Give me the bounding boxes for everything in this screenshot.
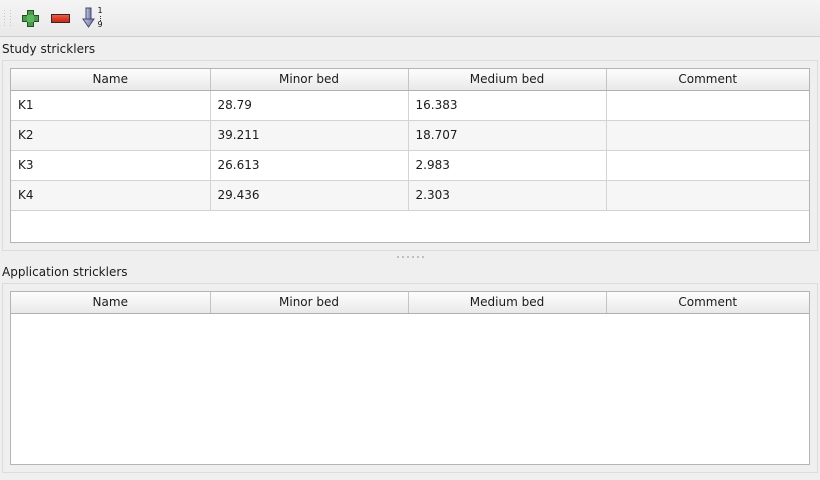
plus-icon xyxy=(21,9,39,27)
table-header-row: Name Minor bed Medium bed Comment xyxy=(11,292,809,314)
grip-dot xyxy=(4,10,11,11)
cell-medium-bed[interactable]: 16.383 xyxy=(408,90,607,121)
minus-icon xyxy=(50,13,70,23)
cell-comment[interactable] xyxy=(606,90,809,121)
grip-dot xyxy=(4,13,11,14)
cell-minor-bed[interactable]: 26.613 xyxy=(210,150,409,181)
grip-dot xyxy=(4,25,11,26)
cell-medium-bed[interactable]: 2.303 xyxy=(408,180,607,211)
column-header-name[interactable]: Name xyxy=(11,292,211,314)
splitter-dot xyxy=(421,256,424,258)
toolbar-drag-grip[interactable] xyxy=(3,6,12,30)
application-stricklers-label: Application stricklers xyxy=(2,265,128,279)
column-header-minor-bed[interactable]: Minor bed xyxy=(210,292,409,314)
cell-minor-bed[interactable]: 29.436 xyxy=(210,180,409,211)
cell-minor-bed[interactable]: 39.211 xyxy=(210,120,409,151)
table-row[interactable]: K3 26.613 2.983 xyxy=(11,150,809,181)
table-row[interactable]: K2 39.211 18.707 xyxy=(11,120,809,151)
column-header-comment[interactable]: Comment xyxy=(606,292,809,314)
table-row[interactable]: K4 29.436 2.303 xyxy=(11,180,809,211)
cell-name[interactable]: K1 xyxy=(11,90,211,121)
grip-dot xyxy=(4,16,11,17)
study-stricklers-panel: Name Minor bed Medium bed Comment K1 28.… xyxy=(2,60,818,251)
splitter-dot xyxy=(396,256,399,258)
splitter-dot xyxy=(401,256,404,258)
application-stricklers-panel: Name Minor bed Medium bed Comment xyxy=(2,283,818,473)
splitter-dot xyxy=(411,256,414,258)
cell-name[interactable]: K2 xyxy=(11,120,211,151)
remove-button[interactable] xyxy=(45,3,75,33)
cell-name[interactable]: K3 xyxy=(11,150,211,181)
cell-comment[interactable] xyxy=(606,120,809,151)
add-button[interactable] xyxy=(15,3,45,33)
table-row[interactable]: K1 28.79 16.383 xyxy=(11,90,809,121)
sort-1-9-icon: 1 9 xyxy=(82,7,104,29)
application-stricklers-table-container[interactable]: Name Minor bed Medium bed Comment xyxy=(10,291,810,465)
study-stricklers-table: Name Minor bed Medium bed Comment K1 28.… xyxy=(11,69,809,211)
column-header-comment[interactable]: Comment xyxy=(606,69,809,91)
splitter-dot xyxy=(416,256,419,258)
table-empty-area[interactable] xyxy=(11,313,809,464)
sort-ascending-button[interactable]: 1 9 xyxy=(75,3,111,33)
down-arrow-icon xyxy=(82,7,95,28)
application-stricklers-table: Name Minor bed Medium bed Comment xyxy=(11,292,809,314)
study-stricklers-table-container[interactable]: Name Minor bed Medium bed Comment K1 28.… xyxy=(10,68,810,243)
column-header-medium-bed[interactable]: Medium bed xyxy=(408,69,607,91)
column-header-medium-bed[interactable]: Medium bed xyxy=(408,292,607,314)
grip-dot xyxy=(4,22,11,23)
table-empty-area[interactable] xyxy=(11,210,809,242)
sort-order-digits: 1 9 xyxy=(95,7,105,29)
table-header-row: Name Minor bed Medium bed Comment xyxy=(11,69,809,91)
sort-dots-icon xyxy=(99,15,101,21)
splitter-dot xyxy=(406,256,409,258)
grip-dot xyxy=(4,19,11,20)
cell-name[interactable]: K4 xyxy=(11,180,211,211)
panel-splitter[interactable] xyxy=(0,253,820,261)
cell-comment[interactable] xyxy=(606,180,809,211)
toolbar: 1 9 xyxy=(0,0,820,37)
cell-minor-bed[interactable]: 28.79 xyxy=(210,90,409,121)
cell-comment[interactable] xyxy=(606,150,809,181)
sort-digit-top: 1 xyxy=(97,6,103,15)
sort-digit-bottom: 9 xyxy=(97,20,103,29)
study-stricklers-label: Study stricklers xyxy=(2,42,96,56)
column-header-minor-bed[interactable]: Minor bed xyxy=(210,69,409,91)
cell-medium-bed[interactable]: 18.707 xyxy=(408,120,607,151)
cell-medium-bed[interactable]: 2.983 xyxy=(408,150,607,181)
column-header-name[interactable]: Name xyxy=(11,69,211,91)
